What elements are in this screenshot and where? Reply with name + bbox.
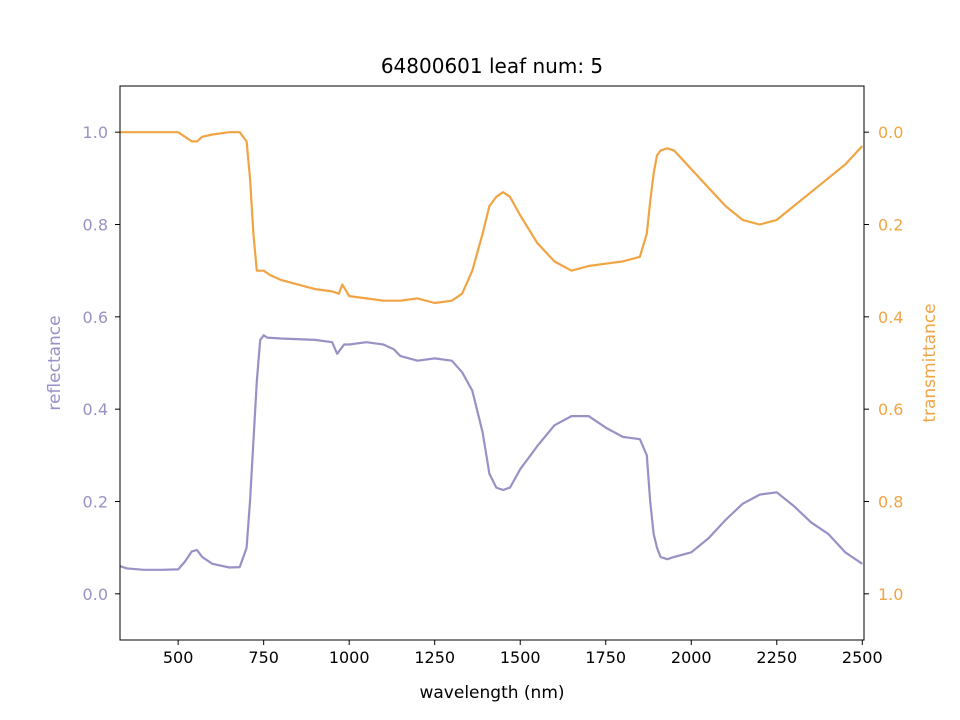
y-axis-left-label: reflectance (45, 315, 65, 410)
y-left-tick-label: 0.0 (83, 585, 108, 604)
y-right-tick-label: 0.8 (878, 493, 903, 512)
x-tick-label: 500 (163, 648, 194, 667)
x-axis-label: wavelength (nm) (419, 683, 564, 703)
y-left-tick-label: 0.2 (83, 493, 108, 512)
y-axis-left: 0.0 0.2 0.4 0.6 0.8 1.0 (83, 123, 120, 604)
y-right-tick-label: 0.2 (878, 216, 903, 235)
y-left-tick-label: 0.6 (83, 308, 108, 327)
y-right-tick-label: 0.0 (878, 123, 903, 142)
x-tick-label: 2250 (756, 648, 797, 667)
x-axis: 500 750 1000 1250 1500 1750 2000 2250 2500 (163, 640, 883, 667)
series-line-transmittance (120, 131, 864, 305)
y-axis-right-label: transmittance (920, 303, 940, 422)
y-right-tick-label: 1.0 (878, 585, 903, 604)
x-tick-label: 1000 (329, 648, 370, 667)
x-tick-label: 2500 (842, 648, 883, 667)
series-line-reflectance (119, 334, 863, 571)
x-tick-label: 1500 (500, 648, 541, 667)
series-layer (119, 131, 864, 571)
y-axis-right: 0.0 0.2 0.4 0.6 0.8 1.0 (864, 123, 903, 604)
y-right-tick-label: 0.4 (878, 308, 903, 327)
chart-title: 64800601 leaf num: 5 (381, 54, 603, 78)
x-tick-label: 750 (248, 648, 279, 667)
plot-background (120, 86, 864, 640)
y-left-tick-label: 0.8 (83, 216, 108, 235)
y-left-tick-label: 0.4 (83, 400, 108, 419)
y-right-tick-label: 0.6 (878, 400, 903, 419)
y-left-tick-label: 1.0 (83, 123, 108, 142)
x-tick-label: 1750 (585, 648, 626, 667)
x-tick-label: 2000 (671, 648, 712, 667)
plot-frame (119, 85, 865, 641)
x-tick-label: 1250 (414, 648, 455, 667)
